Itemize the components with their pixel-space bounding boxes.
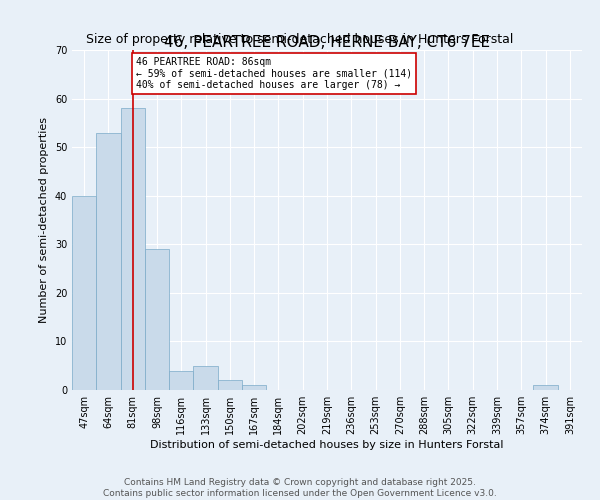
Bar <box>145 249 169 390</box>
Bar <box>72 196 96 390</box>
Title: 46, PEARTREE ROAD, HERNE BAY, CT6 7EE: 46, PEARTREE ROAD, HERNE BAY, CT6 7EE <box>164 35 490 50</box>
Text: Contains HM Land Registry data © Crown copyright and database right 2025.
Contai: Contains HM Land Registry data © Crown c… <box>103 478 497 498</box>
Bar <box>169 370 193 390</box>
Bar <box>242 385 266 390</box>
Bar <box>533 385 558 390</box>
Bar <box>121 108 145 390</box>
Bar <box>218 380 242 390</box>
Text: Size of property relative to semi-detached houses in Hunters Forstal: Size of property relative to semi-detach… <box>86 32 514 46</box>
Y-axis label: Number of semi-detached properties: Number of semi-detached properties <box>39 117 49 323</box>
Bar <box>96 132 121 390</box>
Bar <box>193 366 218 390</box>
X-axis label: Distribution of semi-detached houses by size in Hunters Forstal: Distribution of semi-detached houses by … <box>150 440 504 450</box>
Text: 46 PEARTREE ROAD: 86sqm
← 59% of semi-detached houses are smaller (114)
40% of s: 46 PEARTREE ROAD: 86sqm ← 59% of semi-de… <box>136 58 412 90</box>
